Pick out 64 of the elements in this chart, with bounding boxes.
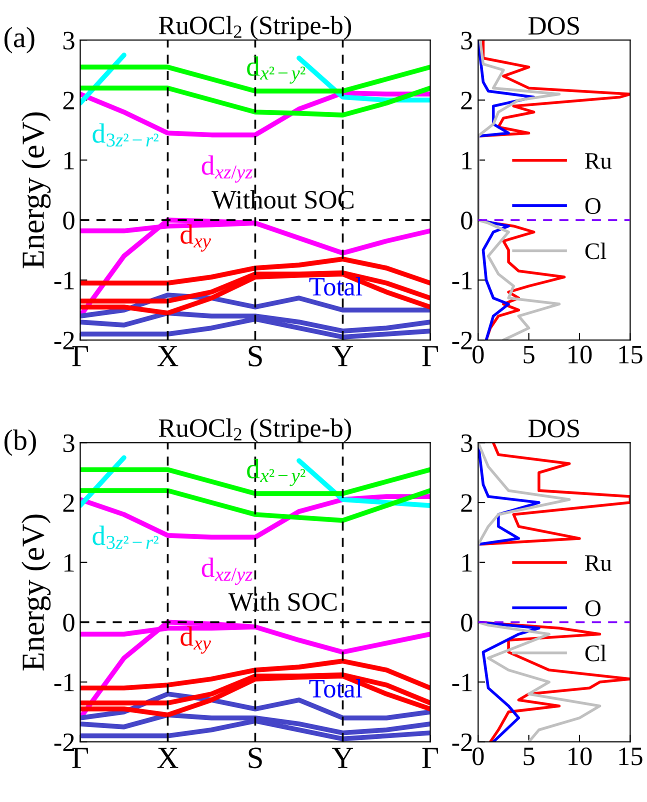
y-tick-label: -1 — [54, 272, 74, 290]
x-tick-label: 5 — [524, 346, 534, 364]
y-tick-label: 1 — [462, 152, 472, 170]
annotation: d$_{3z²−r²}$ — [92, 526, 158, 549]
y-axis-title: Energy (eV) — [22, 514, 51, 670]
y-tick-label: 3 — [63, 32, 74, 50]
y-axis-title: Energy (eV) — [22, 112, 51, 268]
x-tick-label: S — [248, 346, 262, 366]
y-tick-label: -2 — [452, 734, 472, 752]
x-tick-label: Γ — [72, 346, 88, 366]
x-tick-label: 10 — [568, 346, 592, 364]
x-tick-label: Y — [332, 346, 354, 366]
y-tick-label: -2 — [54, 734, 74, 752]
y-tick-label: 3 — [63, 434, 74, 452]
y-tick-label: 3 — [461, 32, 472, 50]
x-tick-label: 10 — [568, 747, 592, 766]
y-tick-label: -1 — [452, 674, 472, 692]
annotation: d$_{xy}$ — [180, 224, 212, 252]
legend-label: O — [585, 198, 600, 214]
y-tick-label: -1 — [452, 272, 472, 290]
x-tick-label: Γ — [422, 346, 438, 366]
legend-label: Cl — [585, 242, 606, 260]
y-tick-label: -1 — [54, 674, 74, 692]
x-tick-label: 15 — [619, 346, 642, 364]
y-tick-label: 2 — [461, 92, 472, 110]
text: (b) — [4, 429, 36, 456]
y-tick-label: -2 — [452, 332, 472, 350]
x-tick-label: 5 — [524, 748, 534, 766]
legend-label: Cl — [585, 644, 606, 662]
y-tick-label: -2 — [54, 332, 74, 350]
y-tick-label: 2 — [461, 494, 472, 512]
x-tick-label: Γ — [72, 748, 88, 768]
y-tick-label: 2 — [63, 92, 74, 110]
x-tick-label: Γ — [422, 748, 438, 768]
annotation: d$_{xz/yz}$ — [202, 558, 252, 585]
y-tick-label: 1 — [64, 152, 74, 170]
y-tick-label: 1 — [462, 554, 472, 572]
legend-label: Ru — [585, 153, 612, 169]
text: (a) — [4, 26, 34, 54]
y-tick-label: 0 — [461, 614, 472, 632]
y-tick-label: 2 — [63, 494, 74, 512]
annotation: With SOC — [228, 592, 337, 611]
annotation: Without SOC — [212, 190, 354, 209]
annotation: d$_{x²−y²}$ — [247, 56, 306, 84]
legend-label: O — [585, 600, 600, 616]
chart-title: RuOCl$_{2}$ (Stripe-b) — [158, 16, 351, 40]
chart-title: DOS — [528, 17, 579, 35]
y-tick-label: 1 — [64, 554, 74, 572]
annotation: d$_{xy}$ — [180, 626, 212, 654]
x-tick-label: 15 — [619, 748, 642, 766]
x-tick-label: Y — [332, 748, 354, 768]
legend-label: Ru — [585, 555, 612, 572]
y-tick-label: 3 — [461, 434, 472, 452]
x-tick-label: X — [157, 346, 178, 366]
y-tick-label: 0 — [63, 614, 74, 632]
y-tick-label: 0 — [63, 212, 74, 230]
annotation: d$_{x²−y²}$ — [247, 458, 306, 486]
x-tick-label: X — [157, 748, 178, 768]
chart-title: DOS — [528, 420, 579, 438]
annotation: d$_{xz/yz}$ — [202, 155, 252, 183]
chart-title: RuOCl$_{2}$ (Stripe-b) — [158, 418, 351, 442]
x-tick-label: S — [248, 748, 262, 768]
annotation: d$_{3z²−r²}$ — [92, 123, 158, 147]
y-tick-label: 0 — [461, 212, 472, 230]
